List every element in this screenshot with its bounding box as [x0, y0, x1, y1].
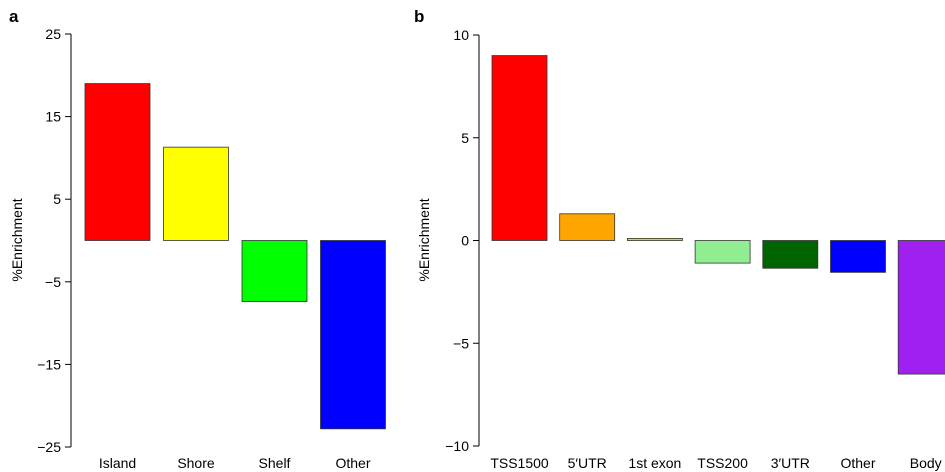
panel-b: b %Enrichment 10 5 0 −5 −10 TSS1500 5′UTR 1st … [414, 7, 945, 471]
b-category-label: Other [840, 455, 875, 471]
b-bar-body [897, 240, 945, 375]
y-axis-title-a: %Enrichment [9, 198, 25, 281]
b-category-label: Body [910, 455, 942, 471]
b-y-tick-label: 10 [453, 27, 469, 43]
b-category-label: TSS200 [697, 455, 748, 471]
panel-label-b: b [414, 7, 424, 26]
b-bar-5-utr [559, 213, 616, 241]
b-bar-3-utr [762, 240, 819, 269]
a-y-tick-label: −5 [45, 274, 61, 290]
b-y-tick-label: −10 [445, 438, 469, 454]
y-axis-b: 10 5 0 −5 −10 [445, 27, 480, 454]
b-category-label: 3′UTR [771, 455, 810, 471]
b-y-tick-label: 5 [461, 130, 469, 146]
a-y-tick-label: −15 [37, 356, 61, 372]
b-bar-tss200 [694, 240, 751, 264]
panel-label-a: a [9, 7, 19, 26]
bars-a [84, 83, 386, 430]
y-axis-a: 25 15 5 −5 −15 −25 [37, 26, 72, 455]
a-y-tick-label: −25 [37, 439, 61, 455]
b-category-label: 5′UTR [568, 455, 607, 471]
b-category-label: TSS1500 [490, 455, 549, 471]
a-y-tick-label: 5 [53, 191, 61, 207]
bars-b [491, 55, 945, 375]
a-bar-island [84, 83, 151, 241]
a-category-label: Shelf [259, 455, 291, 471]
b-bar-other [830, 240, 886, 273]
y-axis-title-b: %Enrichment [416, 198, 432, 281]
b-y-tick-label: 0 [461, 233, 469, 249]
category-labels-b: TSS1500 5′UTR 1st exon TSS200 3′UTR Other Body [490, 455, 941, 471]
b-bar-1st-exon [627, 238, 683, 241]
a-bar-shore [163, 146, 229, 241]
a-category-label: Shore [177, 455, 215, 471]
a-bar-shelf [241, 240, 308, 303]
a-category-label: Other [335, 455, 370, 471]
a-y-tick-label: 25 [45, 26, 61, 42]
a-bar-other [320, 240, 386, 430]
b-y-tick-label: −5 [453, 335, 469, 351]
a-category-label: Island [99, 455, 136, 471]
category-labels-a: Island Shore Shelf Other [99, 455, 371, 471]
b-category-label: 1st exon [628, 455, 681, 471]
b-bar-tss1500 [491, 55, 548, 241]
a-y-tick-label: 15 [45, 109, 61, 125]
panel-a: a %Enrichment 25 15 5 −5 −15 −25 Island Shore S… [9, 7, 386, 471]
